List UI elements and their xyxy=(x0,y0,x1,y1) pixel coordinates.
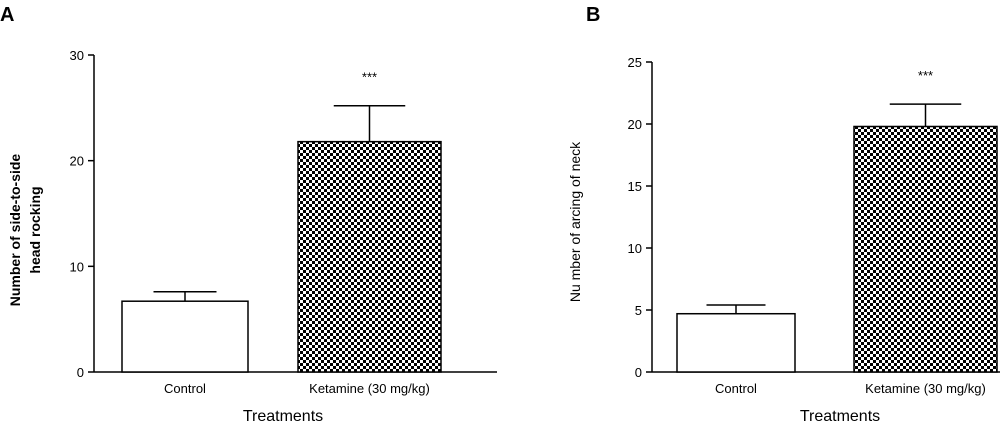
panel-a-y-axis-title: Number of side-to-side head rocking xyxy=(7,154,43,307)
panel-a-letter: A xyxy=(0,4,14,26)
panel-a-y-tick-label-1: 10 xyxy=(70,259,84,274)
panel-b-x-axis-title: Treatments xyxy=(800,408,880,425)
panel-b-y-tick-label-3: 15 xyxy=(628,179,642,194)
panel-b-y-axis-title-line-0: Nu mber of arcing of neck xyxy=(567,141,583,302)
panel-b-letter: B xyxy=(586,4,600,26)
panel-a-y-tick-label-0: 0 xyxy=(77,365,84,380)
panel-a-marks: 0 10 20 30 Control Ketamine (30 mg/kg) *** xyxy=(70,48,497,396)
panel-a-x-category-label-1: Ketamine (30 mg/kg) xyxy=(309,381,430,396)
panel-b-y-tick-label-2: 10 xyxy=(628,241,642,256)
panel-b-marks: 0 5 10 15 20 25 Control Ketamine (30 mg/kg) *** xyxy=(628,55,1000,396)
panel-b-y-tick-label-4: 20 xyxy=(628,117,642,132)
panel-a-y-axis-title-line-1: head rocking xyxy=(27,186,43,273)
panel-b-y-tick-label-5: 25 xyxy=(628,55,642,70)
panel-a-y-axis-title-line-0: Number of side-to-side xyxy=(7,154,23,307)
panel-a: A Number of side-to-side head rocking 0 10… xyxy=(0,4,497,425)
panel-b-significance-marker-1: *** xyxy=(918,68,933,83)
panel-b-bar-1 xyxy=(853,125,998,373)
panel-a-x-axis-title: Treatments xyxy=(243,408,323,425)
panel-b-y-axis-title: Nu mber of arcing of neck xyxy=(567,141,583,302)
panel-b-bar-0 xyxy=(676,312,796,373)
panel-a-x-category-label-0: Control xyxy=(164,381,206,396)
panel-b: B Nu mber of arcing of neck 0 5 10 15 20 25 Co… xyxy=(567,4,1000,425)
panel-a-significance-marker-1: *** xyxy=(362,70,377,85)
panel-b-x-category-label-0: Control xyxy=(715,381,757,396)
panel-a-bar-0 xyxy=(121,300,249,373)
panel-b-x-category-label-1: Ketamine (30 mg/kg) xyxy=(865,381,986,396)
panel-a-y-tick-label-3: 30 xyxy=(70,48,84,63)
panel-b-y-tick-label-0: 0 xyxy=(635,365,642,380)
panel-b-y-tick-label-1: 5 xyxy=(635,303,642,318)
panel-a-y-tick-label-2: 20 xyxy=(70,154,84,169)
panel-a-bar-1 xyxy=(297,140,442,373)
